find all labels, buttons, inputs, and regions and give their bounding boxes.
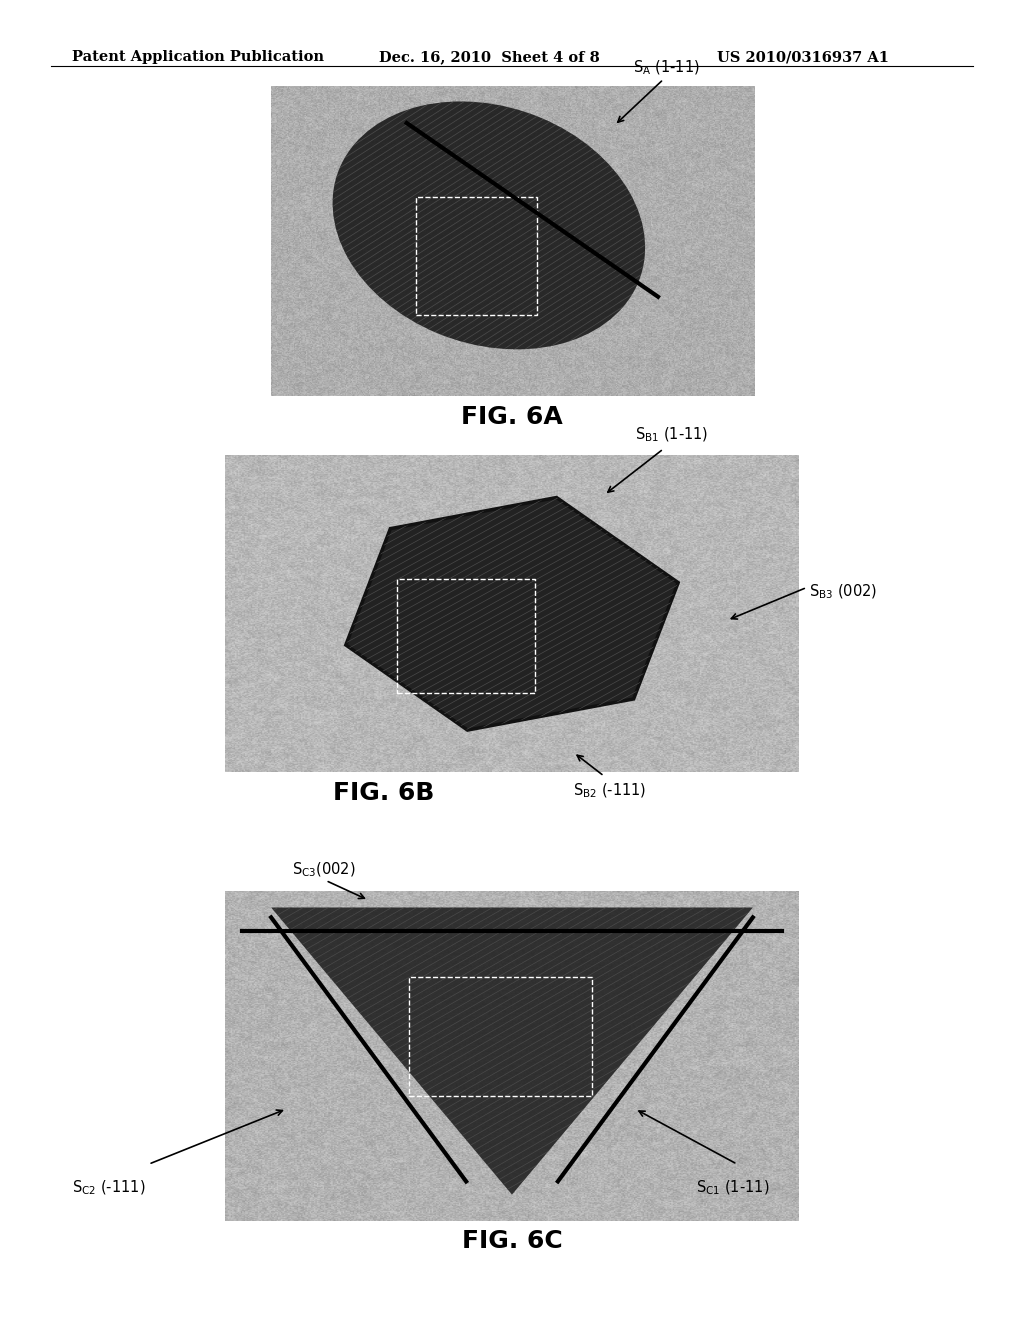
Text: FIG. 6C: FIG. 6C [462,1229,562,1253]
Text: $\mathrm{S}_\mathregular{B1}$ (1-11): $\mathrm{S}_\mathregular{B1}$ (1-11) [635,425,709,444]
Polygon shape [346,498,678,730]
Text: $\mathrm{S}_\mathregular{C1}$ (1-11): $\mathrm{S}_\mathregular{C1}$ (1-11) [696,1179,770,1197]
Polygon shape [271,908,753,1195]
Text: US 2010/0316937 A1: US 2010/0316937 A1 [717,50,889,65]
Bar [409,977,592,1096]
Text: $\mathrm{S}_\mathregular{B3}$ (002): $\mathrm{S}_\mathregular{B3}$ (002) [809,582,877,601]
Text: FIG. 6B: FIG. 6B [334,781,434,805]
Text: $\mathrm{S}_\mathregular{C3}$(002): $\mathrm{S}_\mathregular{C3}$(002) [292,861,355,879]
Text: Patent Application Publication: Patent Application Publication [72,50,324,65]
Bar [397,579,535,693]
Text: $\mathrm{S}_\mathregular{A}$ (1-11): $\mathrm{S}_\mathregular{A}$ (1-11) [633,58,699,77]
Bar [417,198,538,315]
Text: $\mathrm{S}_\mathregular{C2}$ (-111): $\mathrm{S}_\mathregular{C2}$ (-111) [72,1179,145,1197]
Text: $\mathrm{S}_\mathregular{B2}$ (-111): $\mathrm{S}_\mathregular{B2}$ (-111) [573,781,647,800]
Ellipse shape [333,102,645,350]
Text: Dec. 16, 2010  Sheet 4 of 8: Dec. 16, 2010 Sheet 4 of 8 [379,50,600,65]
Text: FIG. 6A: FIG. 6A [461,405,563,429]
